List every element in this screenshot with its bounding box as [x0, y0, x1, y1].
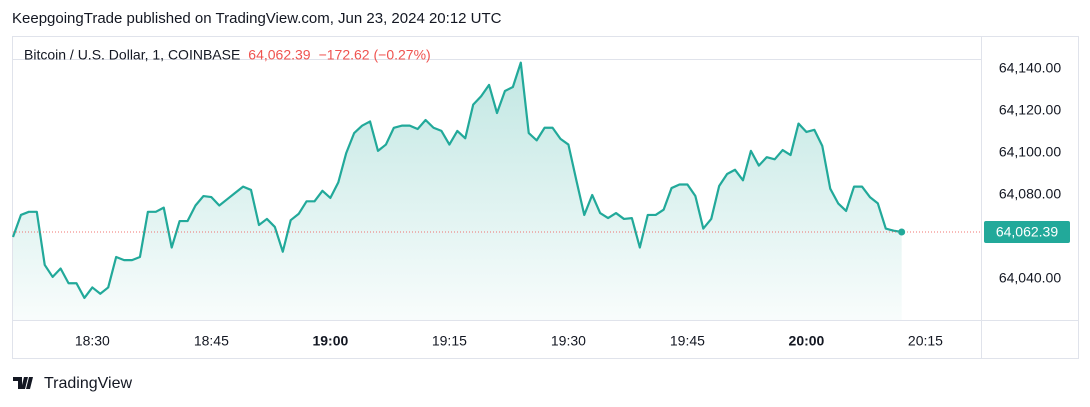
y-tick-label: 64,140.00: [999, 60, 1061, 76]
y-tick-label: 64,040.00: [999, 270, 1061, 286]
y-tick-label: 64,100.00: [999, 144, 1061, 160]
x-tick-label: 19:00: [312, 333, 348, 349]
last-price-badge: [984, 220, 1070, 243]
publisher-line: KeepgoingTrade published on TradingView.…: [12, 10, 502, 27]
x-tick-label: 19:30: [551, 333, 586, 349]
x-tick-label: 19:45: [670, 333, 705, 349]
chart-title: Bitcoin / U.S. Dollar, 1, COINBASE: [24, 47, 240, 63]
x-tick-label: 18:30: [75, 333, 110, 349]
area-fill: [13, 62, 902, 320]
x-tick-label: 20:15: [908, 333, 943, 349]
header-price: 64,062.39: [248, 47, 310, 63]
plot-area: [11, 61, 981, 320]
chart-frame: [12, 36, 1079, 359]
price-line: [11, 61, 902, 300]
x-tick-label: 18:45: [194, 333, 229, 349]
x-tick-label: 20:00: [789, 333, 825, 349]
x-tick-label: 19:15: [432, 333, 467, 349]
logo-icon: [13, 377, 33, 389]
last-price-label: 64,062.39: [996, 224, 1058, 240]
last-point: [898, 228, 906, 236]
header-change: −172.62 (−0.27%): [319, 47, 431, 63]
footer-logo: TradingView: [13, 375, 132, 392]
y-tick-label: 64,120.00: [999, 102, 1061, 118]
brand: TradingView: [44, 375, 132, 392]
y-tick-label: 64,080.00: [999, 186, 1061, 202]
